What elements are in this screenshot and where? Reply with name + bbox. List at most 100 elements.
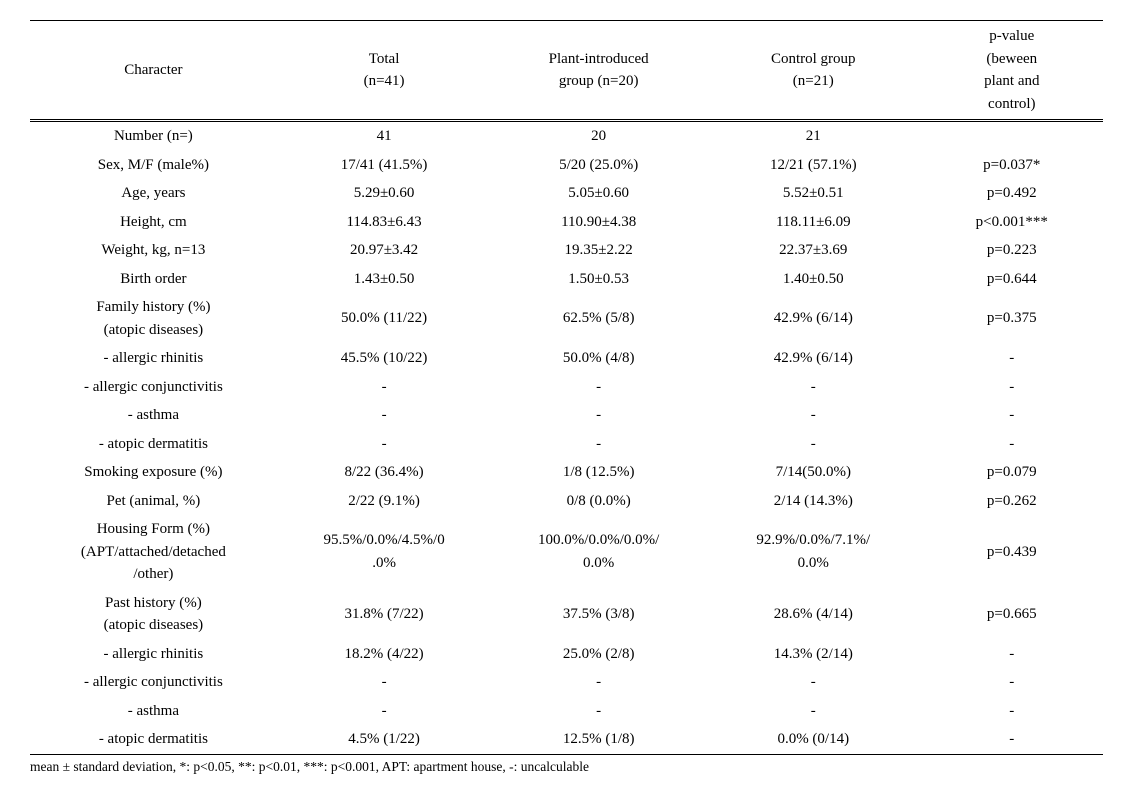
cell-control: 118.11±6.09: [706, 208, 921, 237]
cell-pvalue: [921, 121, 1103, 151]
cell-total: -: [277, 373, 492, 402]
cell-plant: 100.0%/0.0%/0.0%/0.0%: [491, 515, 706, 589]
cell-pvalue: p=0.375: [921, 293, 1103, 344]
cell-control: 0.0% (0/14): [706, 725, 921, 754]
cell-character: Pet (animal, %): [30, 487, 277, 516]
table-row: - allergic rhinitis18.2% (4/22)25.0% (2/…: [30, 640, 1103, 669]
cell-plant: 0/8 (0.0%): [491, 487, 706, 516]
cell-control: 5.52±0.51: [706, 179, 921, 208]
cell-plant: 25.0% (2/8): [491, 640, 706, 669]
cell-control: -: [706, 373, 921, 402]
table-row: Birth order1.43±0.501.50±0.531.40±0.50p=…: [30, 265, 1103, 294]
cell-control: 92.9%/0.0%/7.1%/0.0%: [706, 515, 921, 589]
table-row: Pet (animal, %)2/22 (9.1%)0/8 (0.0%)2/14…: [30, 487, 1103, 516]
table-row: - atopic dermatitis----: [30, 430, 1103, 459]
cell-total: -: [277, 430, 492, 459]
cell-pvalue: p=0.665: [921, 589, 1103, 640]
cell-character: Height, cm: [30, 208, 277, 237]
cell-control: -: [706, 668, 921, 697]
cell-control: 21: [706, 121, 921, 151]
cell-character: - atopic dermatitis: [30, 430, 277, 459]
cell-pvalue: p=0.492: [921, 179, 1103, 208]
cell-pvalue: -: [921, 640, 1103, 669]
cell-control: 2/14 (14.3%): [706, 487, 921, 516]
table-footnote: mean ± standard deviation, *: p<0.05, **…: [30, 755, 1103, 775]
cell-character: Family history (%)(atopic diseases): [30, 293, 277, 344]
table-row: Housing Form (%)(APT/attached/detached/o…: [30, 515, 1103, 589]
cell-pvalue: -: [921, 697, 1103, 726]
stats-table: Character Total(n=41) Plant-introducedgr…: [30, 20, 1103, 755]
cell-plant: 5.05±0.60: [491, 179, 706, 208]
cell-total: 18.2% (4/22): [277, 640, 492, 669]
cell-plant: 110.90±4.38: [491, 208, 706, 237]
cell-pvalue: p<0.001***: [921, 208, 1103, 237]
cell-total: 45.5% (10/22): [277, 344, 492, 373]
cell-pvalue: p=0.262: [921, 487, 1103, 516]
table-row: - allergic conjunctivitis----: [30, 668, 1103, 697]
table-row: Family history (%)(atopic diseases)50.0%…: [30, 293, 1103, 344]
cell-plant: -: [491, 401, 706, 430]
cell-plant: 20: [491, 121, 706, 151]
table-body: Number (n=)412021Sex, M/F (male%)17/41 (…: [30, 121, 1103, 755]
cell-plant: 37.5% (3/8): [491, 589, 706, 640]
cell-pvalue: -: [921, 668, 1103, 697]
header-plant: Plant-introducedgroup (n=20): [491, 21, 706, 120]
cell-pvalue: p=0.079: [921, 458, 1103, 487]
cell-total: 20.97±3.42: [277, 236, 492, 265]
cell-plant: 50.0% (4/8): [491, 344, 706, 373]
table-row: Age, years5.29±0.605.05±0.605.52±0.51p=0…: [30, 179, 1103, 208]
cell-control: 1.40±0.50: [706, 265, 921, 294]
cell-total: 31.8% (7/22): [277, 589, 492, 640]
cell-character: - allergic conjunctivitis: [30, 373, 277, 402]
cell-character: Age, years: [30, 179, 277, 208]
cell-character: - atopic dermatitis: [30, 725, 277, 754]
cell-pvalue: p=0.644: [921, 265, 1103, 294]
cell-total: 4.5% (1/22): [277, 725, 492, 754]
table-row: Sex, M/F (male%)17/41 (41.5%)5/20 (25.0%…: [30, 151, 1103, 180]
cell-character: - allergic rhinitis: [30, 344, 277, 373]
cell-plant: -: [491, 430, 706, 459]
cell-control: -: [706, 697, 921, 726]
cell-character: - allergic rhinitis: [30, 640, 277, 669]
cell-pvalue: -: [921, 430, 1103, 459]
table-row: Past history (%)(atopic diseases)31.8% (…: [30, 589, 1103, 640]
cell-character: Birth order: [30, 265, 277, 294]
cell-control: 12/21 (57.1%): [706, 151, 921, 180]
cell-pvalue: p=0.439: [921, 515, 1103, 589]
cell-total: 17/41 (41.5%): [277, 151, 492, 180]
table-row: - atopic dermatitis4.5% (1/22)12.5% (1/8…: [30, 725, 1103, 754]
cell-total: 95.5%/0.0%/4.5%/0.0%: [277, 515, 492, 589]
cell-character: Sex, M/F (male%): [30, 151, 277, 180]
cell-control: -: [706, 401, 921, 430]
cell-pvalue: -: [921, 373, 1103, 402]
cell-character: - allergic conjunctivitis: [30, 668, 277, 697]
table-row: Height, cm114.83±6.43110.90±4.38118.11±6…: [30, 208, 1103, 237]
cell-total: 2/22 (9.1%): [277, 487, 492, 516]
cell-total: 5.29±0.60: [277, 179, 492, 208]
table-row: Number (n=)412021: [30, 121, 1103, 151]
cell-control: 14.3% (2/14): [706, 640, 921, 669]
cell-character: Weight, kg, n=13: [30, 236, 277, 265]
cell-character: Housing Form (%)(APT/attached/detached/o…: [30, 515, 277, 589]
cell-plant: 19.35±2.22: [491, 236, 706, 265]
cell-character: - asthma: [30, 401, 277, 430]
cell-control: 22.37±3.69: [706, 236, 921, 265]
cell-control: 42.9% (6/14): [706, 344, 921, 373]
cell-pvalue: -: [921, 344, 1103, 373]
cell-character: Smoking exposure (%): [30, 458, 277, 487]
cell-character: - asthma: [30, 697, 277, 726]
cell-pvalue: p=0.037*: [921, 151, 1103, 180]
cell-control: 42.9% (6/14): [706, 293, 921, 344]
cell-total: -: [277, 668, 492, 697]
cell-total: 41: [277, 121, 492, 151]
header-character: Character: [30, 21, 277, 120]
cell-plant: 1.50±0.53: [491, 265, 706, 294]
table-row: - allergic rhinitis45.5% (10/22)50.0% (4…: [30, 344, 1103, 373]
cell-plant: -: [491, 373, 706, 402]
cell-total: -: [277, 401, 492, 430]
cell-total: 8/22 (36.4%): [277, 458, 492, 487]
cell-plant: 1/8 (12.5%): [491, 458, 706, 487]
cell-plant: -: [491, 697, 706, 726]
table-row: - asthma----: [30, 401, 1103, 430]
table-row: Weight, kg, n=1320.97±3.4219.35±2.2222.3…: [30, 236, 1103, 265]
